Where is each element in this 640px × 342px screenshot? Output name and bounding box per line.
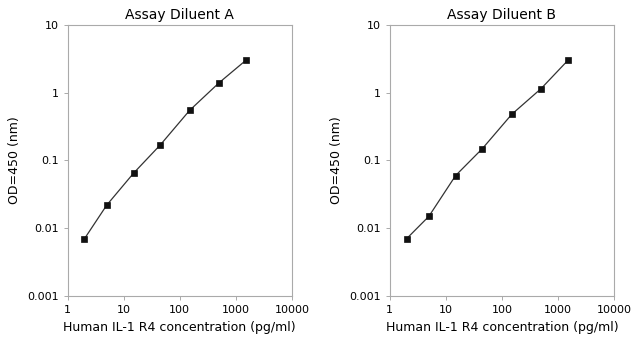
Y-axis label: OD=450 (nm): OD=450 (nm) bbox=[8, 117, 21, 205]
Title: Assay Diluent A: Assay Diluent A bbox=[125, 8, 234, 22]
X-axis label: Human IL-1 R4 concentration (pg/ml): Human IL-1 R4 concentration (pg/ml) bbox=[63, 321, 296, 334]
X-axis label: Human IL-1 R4 concentration (pg/ml): Human IL-1 R4 concentration (pg/ml) bbox=[385, 321, 618, 334]
Title: Assay Diluent B: Assay Diluent B bbox=[447, 8, 556, 22]
Y-axis label: OD=450 (nm): OD=450 (nm) bbox=[330, 117, 344, 205]
